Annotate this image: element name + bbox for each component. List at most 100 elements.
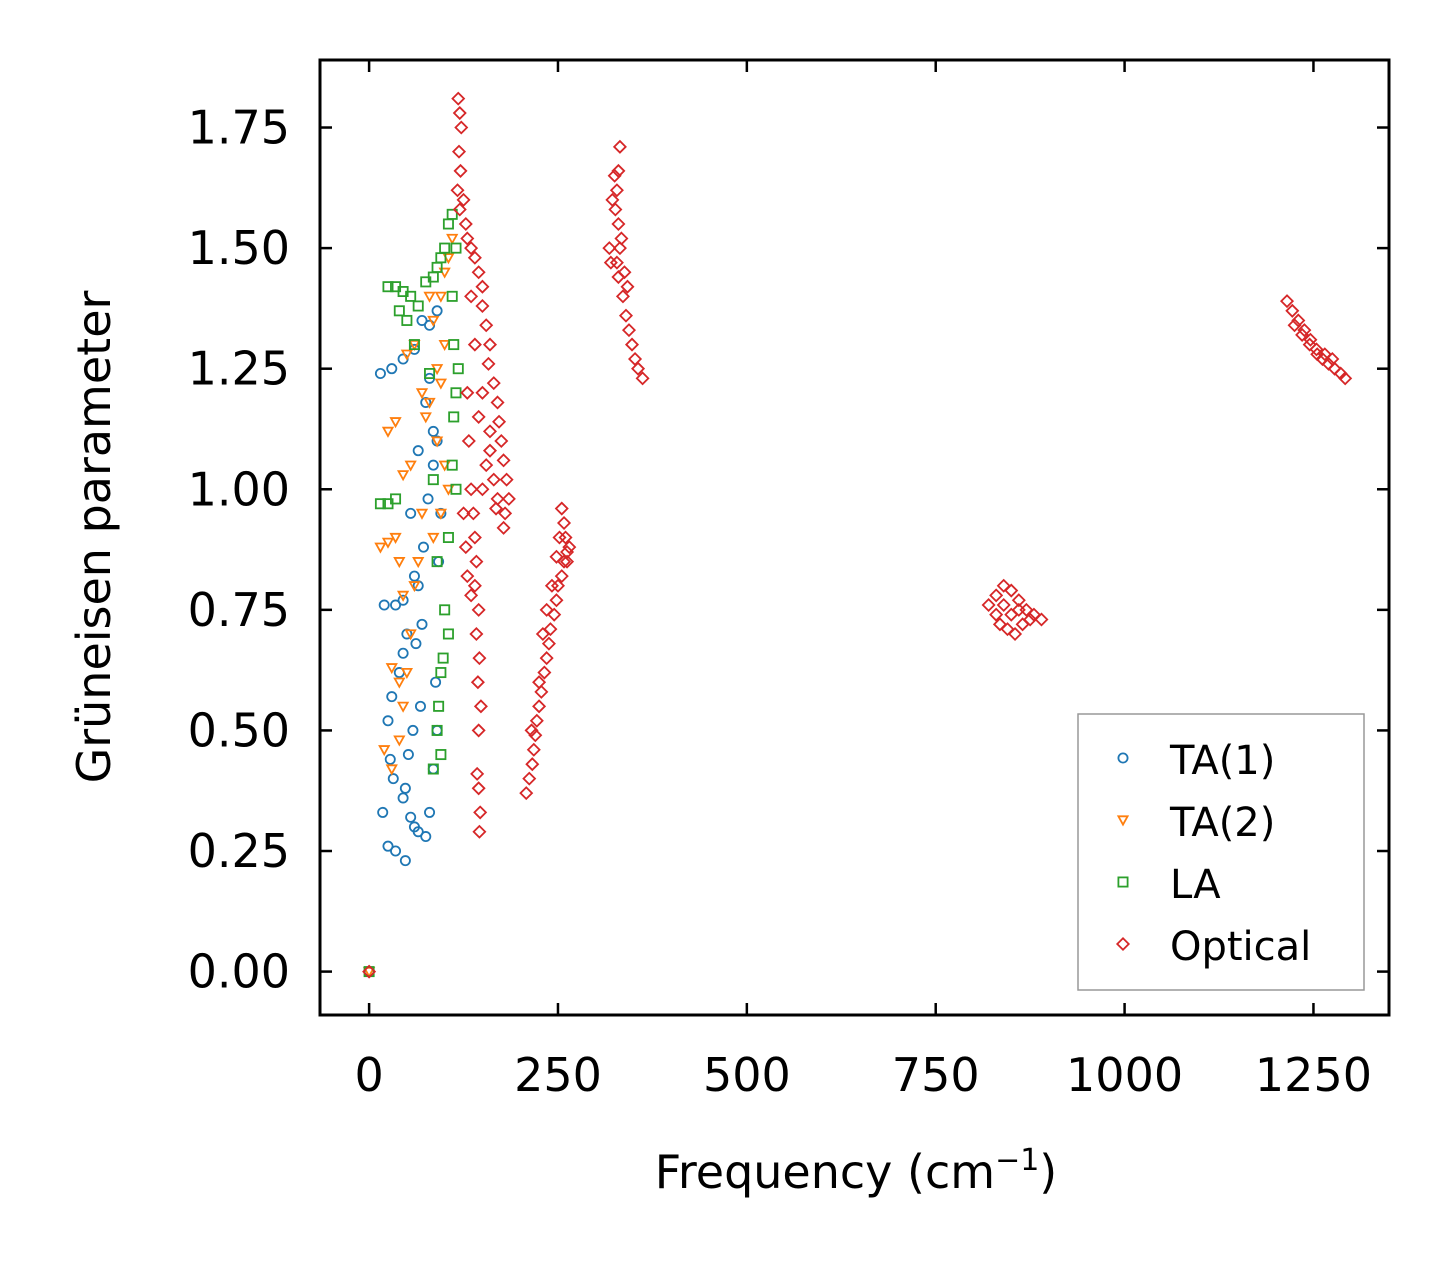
data-point <box>401 628 413 640</box>
data-point <box>385 663 398 675</box>
data-point <box>415 508 429 520</box>
x-tick-label: 500 <box>703 1048 791 1102</box>
data-point <box>475 482 490 497</box>
data-point <box>552 530 567 545</box>
data-point <box>501 491 516 506</box>
data-point <box>524 723 539 738</box>
data-point <box>539 651 554 666</box>
data-point <box>412 445 424 457</box>
data-point <box>446 208 458 220</box>
data-point <box>467 250 482 265</box>
data-point <box>537 665 552 680</box>
data-point <box>470 766 485 781</box>
legend-label-ta2: TA(2) <box>1169 800 1275 846</box>
x-tick-label: 250 <box>514 1048 602 1102</box>
data-point <box>397 647 409 659</box>
data-point <box>464 588 479 603</box>
data-point <box>412 300 424 312</box>
series-la <box>363 208 464 978</box>
data-point <box>1023 612 1038 627</box>
data-point <box>393 305 405 317</box>
data-point <box>479 318 494 333</box>
data-point <box>390 845 402 857</box>
data-point <box>492 414 507 429</box>
data-point <box>1285 303 1300 318</box>
data-point <box>624 337 640 352</box>
data-point <box>412 826 424 838</box>
data-point <box>496 520 511 535</box>
data-point <box>456 506 471 521</box>
data-point <box>454 120 469 135</box>
data-point <box>381 537 395 549</box>
data-point <box>1011 602 1026 617</box>
legend-marker <box>1115 936 1131 952</box>
data-point <box>385 764 398 776</box>
data-point <box>407 724 419 736</box>
y-tick-label: 0.00 <box>188 945 290 999</box>
y-tick-label: 1.00 <box>188 462 290 516</box>
data-point <box>420 831 432 843</box>
data-point <box>498 506 513 521</box>
legend-marker <box>1116 815 1130 827</box>
data-point <box>442 628 454 640</box>
data-point <box>499 472 514 487</box>
data-point <box>374 542 387 554</box>
data-point <box>602 241 617 256</box>
data-point <box>535 626 550 641</box>
data-point <box>416 314 428 326</box>
data-point <box>1011 593 1026 608</box>
data-point <box>420 396 432 408</box>
data-point <box>467 578 482 593</box>
legend-label-optical: Optical <box>1170 924 1311 970</box>
data-point <box>996 598 1011 613</box>
data-point <box>435 667 447 679</box>
data-point <box>452 106 467 121</box>
data-point <box>989 607 1004 622</box>
data-point <box>1279 294 1295 309</box>
data-point <box>458 540 473 555</box>
data-point <box>433 700 445 712</box>
data-point <box>397 792 409 804</box>
data-point <box>362 964 377 979</box>
plot-frame <box>318 58 1391 1017</box>
data-point <box>423 291 436 303</box>
data-point <box>451 144 467 159</box>
data-point <box>631 361 646 376</box>
data-point <box>989 588 1004 603</box>
data-point <box>427 315 440 327</box>
data-point <box>378 745 391 757</box>
y-tick-label: 1.50 <box>188 221 290 275</box>
data-point <box>1034 612 1049 627</box>
y-tick-labels: 0.00 0.25 0.50 0.75 1.00 1.25 1.50 1.75 <box>188 101 290 999</box>
data-point <box>479 458 494 473</box>
series-ta-2- <box>362 233 459 979</box>
data-point <box>404 629 417 641</box>
data-point <box>399 855 411 867</box>
data-point <box>431 556 443 568</box>
legend-markers <box>1115 752 1131 952</box>
data-point <box>1295 327 1310 342</box>
data-point <box>422 493 434 505</box>
data-point <box>430 436 444 448</box>
data-point <box>386 691 398 703</box>
y-tick-label: 1.75 <box>188 101 290 155</box>
data-point <box>1325 352 1340 367</box>
data-point <box>996 578 1011 593</box>
y-tick-label: 0.50 <box>188 703 290 757</box>
data-point <box>378 599 390 611</box>
data-point <box>400 349 414 361</box>
legend-marker <box>1117 876 1129 888</box>
data-point <box>471 781 486 796</box>
data-point <box>534 684 549 699</box>
data-point <box>418 541 430 553</box>
y-tick-label: 0.25 <box>188 824 290 878</box>
data-point <box>620 279 635 294</box>
legend-label-la: LA <box>1170 862 1221 908</box>
data-point <box>612 139 627 154</box>
data-point <box>460 569 475 584</box>
data-point <box>543 622 558 637</box>
data-point <box>402 749 414 761</box>
data-point <box>439 604 451 616</box>
